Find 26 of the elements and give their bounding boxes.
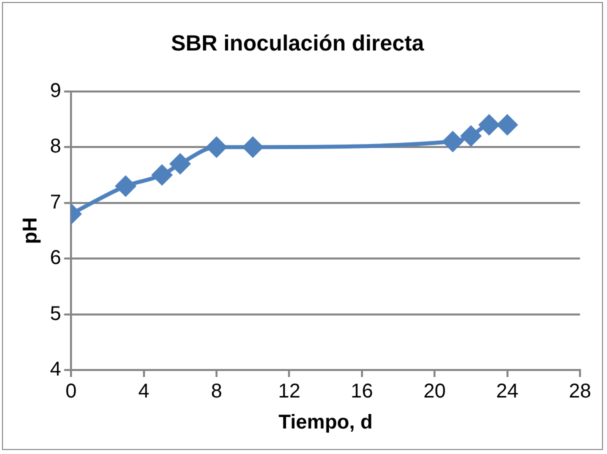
y-tick-label: 5 <box>50 302 62 325</box>
x-tick-label: 0 <box>66 380 77 403</box>
x-tick-label: 12 <box>278 380 300 403</box>
x-tick-label: 8 <box>210 380 222 403</box>
y-tick-label: 7 <box>50 191 62 214</box>
x-tick-label: 4 <box>138 380 150 403</box>
point <box>497 114 518 135</box>
y-axis-title: pH <box>20 217 42 244</box>
point <box>460 126 481 146</box>
point <box>116 176 136 196</box>
y-tick-label: 8 <box>50 136 62 158</box>
chart-title: SBR inoculación directa <box>170 30 425 56</box>
point <box>206 137 227 158</box>
x-tick-label: 16 <box>350 380 374 403</box>
point <box>479 114 500 135</box>
y-tick-label: 6 <box>50 247 62 270</box>
x-tick-label: 20 <box>423 380 446 403</box>
y-tick-label: 9 <box>50 80 62 102</box>
point <box>242 137 263 158</box>
point <box>170 154 190 174</box>
x-tick-label: 28 <box>568 380 592 403</box>
x-tick-label: 24 <box>496 380 518 403</box>
y-tick-label: 4 <box>50 358 62 381</box>
point <box>152 164 172 185</box>
point <box>442 132 463 152</box>
x-axis-title: Tiempo, d <box>278 412 373 434</box>
